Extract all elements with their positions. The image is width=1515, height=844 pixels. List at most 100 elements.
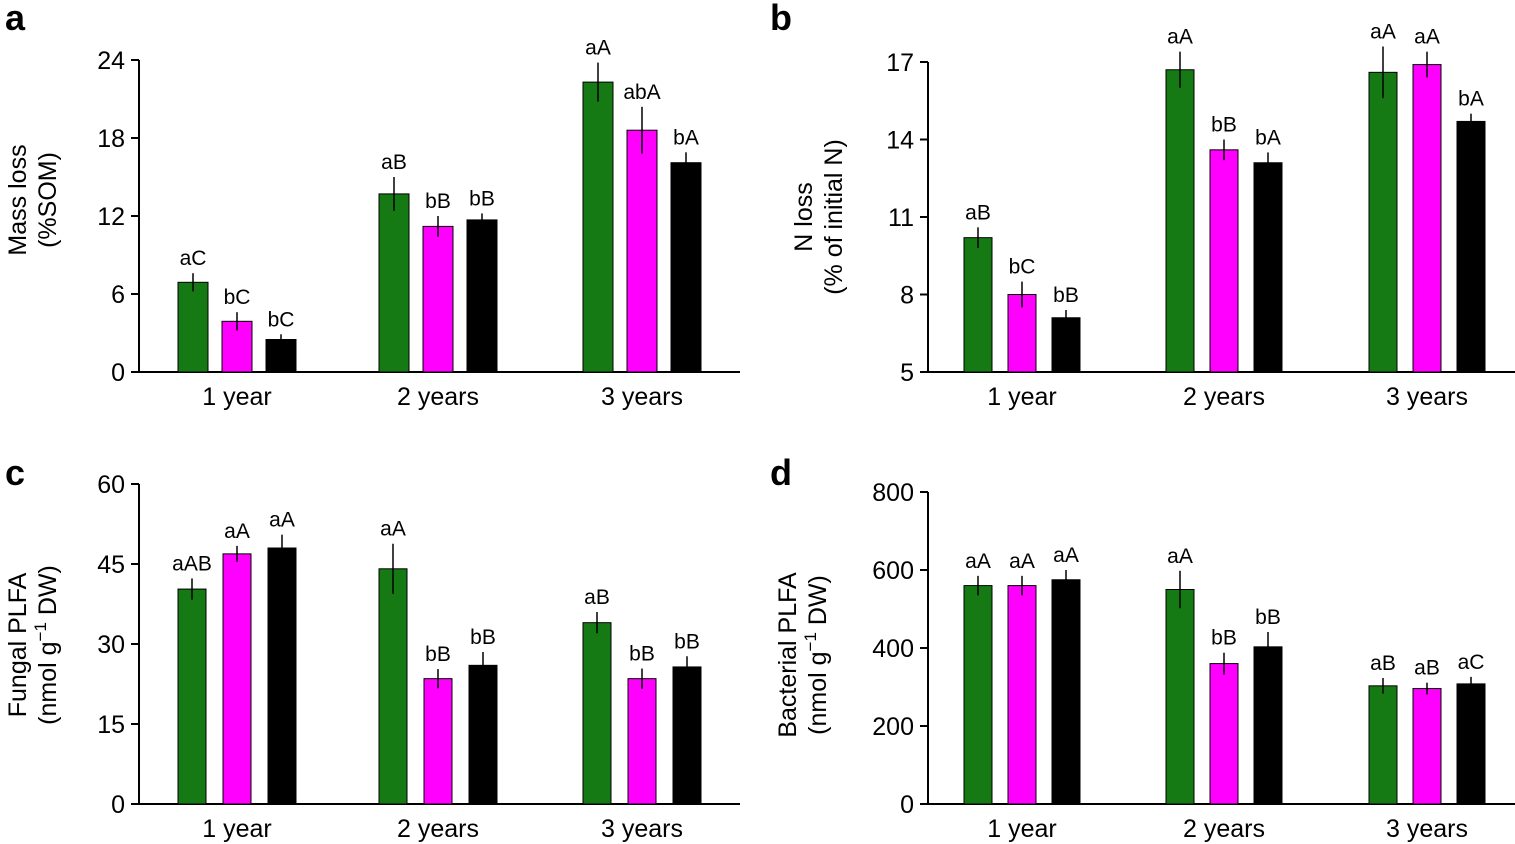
y-axis-title-d: Bacterial PLFA (nmol g−1 DW): [774, 572, 832, 738]
data-label-b-green-0: aB: [965, 201, 991, 224]
data-label-d-green-1: aA: [1167, 545, 1193, 568]
data-label-d-black-2: aC: [1458, 651, 1485, 674]
x-tick-label-d-2: 3 years: [1386, 815, 1468, 843]
bar-a-black-0: [265, 339, 297, 373]
y-tick-label-d-2: 400: [872, 635, 914, 663]
y-ticks-d: [920, 491, 928, 805]
bar-a-green-0: [177, 281, 209, 373]
data-label-c-green-0: aAB: [172, 552, 212, 575]
bar-b-green-1: [1165, 69, 1195, 373]
data-label-a-black-2: bA: [673, 126, 699, 149]
panel-letter-d: d: [770, 452, 792, 493]
y-axis-title-c: Fungal PLFA (nmol g−1 DW): [4, 565, 62, 725]
data-label-a-green-1: aB: [381, 151, 407, 174]
y-tick-label-c-3: 45: [97, 551, 125, 579]
bar-a-magenta-2: [626, 129, 658, 373]
data-label-a-black-0: bC: [268, 308, 295, 331]
y-axis-title-a: Mass loss (%SOM): [4, 144, 62, 255]
data-label-d-black-1: bB: [1255, 606, 1281, 629]
data-label-d-magenta-1: bB: [1211, 627, 1237, 650]
y-tick-label-b-3: 14: [886, 127, 914, 155]
bar-d-magenta-0: [1007, 585, 1037, 805]
bar-c-green-0: [177, 588, 207, 805]
data-label-d-green-0: aA: [965, 550, 991, 573]
bar-c-magenta-1: [423, 678, 453, 805]
bars-a: aC bC bC aB bB bB aA abA bA: [177, 37, 702, 373]
data-label-d-green-2: aB: [1370, 652, 1396, 675]
x-tick-label-d-0: 1 year: [987, 815, 1056, 843]
bar-a-black-1: [466, 219, 498, 373]
data-label-c-black-0: aA: [269, 509, 295, 532]
panel-b: b N loss (% of initial N) 5 8 11 14 17 1…: [770, 0, 1515, 411]
x-tick-label-c-2: 3 years: [601, 815, 683, 843]
y-ticks-b: [920, 61, 928, 373]
bar-d-black-2: [1456, 683, 1486, 805]
y-tick-label-c-1: 15: [97, 711, 125, 739]
y-axis-title-c-line2: (nmol g−1 DW): [31, 565, 62, 725]
y-axis-title-c-line1: Fungal PLFA: [4, 572, 32, 717]
bar-b-magenta-2: [1412, 64, 1442, 373]
data-label-b-green-2: aA: [1370, 21, 1396, 44]
y-tick-label-b-2: 11: [888, 204, 914, 232]
y-tick-label-a-0: 0: [111, 359, 125, 387]
data-label-a-magenta-0: bC: [224, 286, 251, 309]
data-label-b-magenta-0: bC: [1009, 256, 1036, 279]
y-axis-title-d-line2-post: DW): [804, 575, 832, 632]
panel-letter-b: b: [770, 0, 792, 38]
bar-b-magenta-1: [1209, 149, 1239, 373]
x-tick-label-b-0: 1 year: [987, 383, 1056, 411]
bar-c-magenta-2: [627, 678, 657, 805]
bar-c-magenta-0: [222, 553, 252, 805]
data-label-d-magenta-2: aB: [1414, 657, 1440, 680]
bar-c-green-1: [378, 568, 408, 805]
bar-d-black-1: [1253, 646, 1283, 805]
y-tick-label-d-4: 800: [872, 479, 914, 507]
bar-c-black-2: [672, 666, 702, 805]
data-label-b-magenta-1: bB: [1211, 114, 1237, 137]
data-label-d-black-0: aA: [1053, 544, 1079, 567]
y-axis-title-b: N loss (% of initial N): [790, 139, 848, 295]
bar-b-black-2: [1456, 120, 1486, 373]
bar-b-green-2: [1368, 71, 1398, 373]
bar-d-magenta-1: [1209, 663, 1239, 805]
data-label-c-black-1: bB: [470, 626, 496, 649]
y-tick-label-a-2: 12: [97, 203, 125, 231]
data-label-a-black-1: bB: [469, 187, 495, 210]
data-label-c-black-2: bB: [674, 630, 700, 653]
data-label-b-black-0: bB: [1053, 284, 1079, 307]
bar-d-green-0: [963, 585, 993, 805]
data-label-c-magenta-2: bB: [629, 643, 655, 666]
bar-a-black-2: [670, 162, 702, 373]
data-label-c-green-1: aA: [380, 518, 406, 541]
data-label-a-magenta-2: abA: [623, 81, 660, 104]
y-ticks-c: [131, 483, 139, 805]
y-tick-label-d-3: 600: [872, 557, 914, 585]
y-axis-title-d-line2-pre: (nmol g: [804, 651, 832, 734]
data-label-b-green-1: aA: [1167, 26, 1193, 49]
y-axis-title-b-line2: (% of initial N): [820, 139, 848, 295]
y-axis-title-a-line2: (%SOM): [34, 152, 62, 248]
y-axis-title-d-line2-sup: −1: [801, 632, 820, 651]
bar-c-black-1: [468, 664, 498, 805]
y-tick-label-c-2: 30: [97, 631, 125, 659]
y-tick-label-a-1: 6: [111, 281, 125, 309]
bar-c-black-0: [267, 547, 297, 805]
data-label-a-green-2: aA: [585, 37, 611, 60]
y-tick-label-d-0: 0: [900, 791, 914, 819]
y-axis-title-c-line2-pre: (nmol g: [34, 641, 62, 724]
data-label-a-green-0: aC: [180, 247, 207, 270]
panel-d: d Bacterial PLFA (nmol g−1 DW) 0 200 400…: [770, 452, 1515, 843]
x-tick-label-b-2: 3 years: [1386, 383, 1468, 411]
y-axis-title-a-line1: Mass loss: [4, 144, 32, 255]
data-label-b-black-2: bA: [1458, 88, 1484, 111]
bar-a-magenta-1: [422, 225, 454, 373]
panel-letter-a: a: [5, 0, 26, 38]
bar-a-green-1: [378, 193, 410, 373]
panel-a: a Mass loss (%SOM) 0 6 12 18 24 1 year 2…: [4, 0, 740, 411]
y-axis-title-c-line2-post: DW): [34, 565, 62, 622]
bar-b-black-1: [1253, 162, 1283, 373]
bar-d-green-2: [1368, 685, 1398, 805]
bar-d-green-1: [1165, 589, 1195, 805]
x-tick-label-d-1: 2 years: [1183, 815, 1265, 843]
